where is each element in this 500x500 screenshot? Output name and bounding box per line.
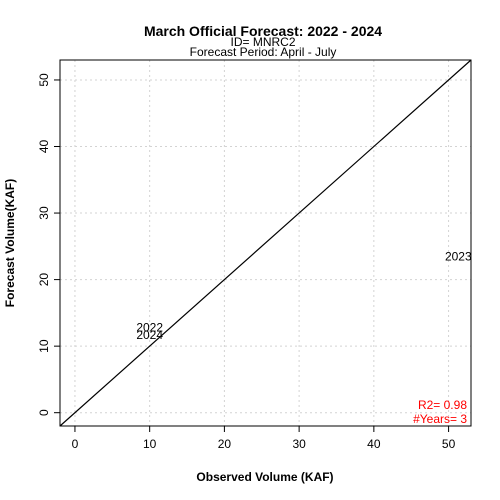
x-tick-label: 0	[72, 437, 79, 451]
x-axis: 0 10 20 30 40 50	[72, 425, 456, 451]
x-tick-label: 20	[218, 437, 232, 451]
y-tick-label: 40	[37, 140, 51, 154]
chart-subtitle-id: ID= MNRC2	[230, 35, 295, 49]
r2-stat: R2= 0.98	[418, 398, 467, 412]
point-label-2024: 2024	[136, 328, 163, 342]
grid-lines	[60, 60, 471, 426]
y-axis: 0 10 20 30 40 50	[37, 73, 61, 416]
x-tick-label: 40	[367, 437, 381, 451]
plot-frame	[59, 59, 472, 427]
point-label-2022: 2022	[136, 321, 163, 335]
chart-title: March Official Forecast: 2022 - 2024	[144, 23, 382, 39]
x-tick-label: 30	[292, 437, 306, 451]
y-tick-label: 50	[37, 73, 51, 87]
point-label-2023: 2023	[445, 249, 472, 263]
y-axis-label: Forecast Volume(KAF)	[3, 179, 17, 307]
y-tick-label: 10	[37, 339, 51, 353]
x-tick-label: 50	[442, 437, 456, 451]
y-tick-label: 0	[37, 409, 51, 416]
years-stat: #Years= 3	[413, 412, 467, 426]
x-tick-label: 10	[143, 437, 157, 451]
chart-subtitle-period: Forecast Period: April - July	[190, 45, 337, 59]
y-tick-label: 30	[37, 206, 51, 220]
y-tick-label: 20	[37, 273, 51, 287]
one-to-one-line	[59, 59, 472, 427]
x-axis-label: Observed Volume (KAF)	[196, 470, 333, 484]
